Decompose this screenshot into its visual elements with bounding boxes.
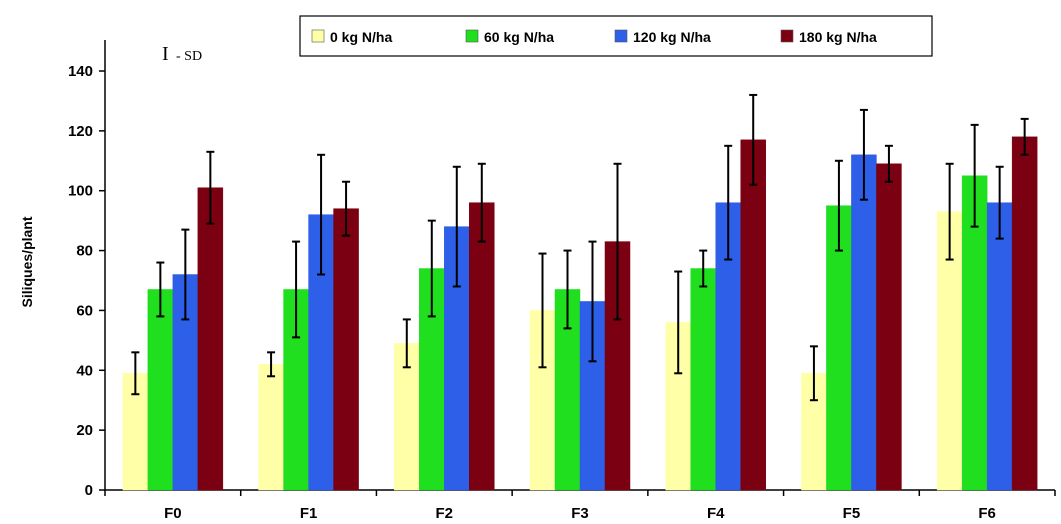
bar xyxy=(690,268,716,491)
y-tick-label: 140 xyxy=(68,63,93,80)
y-tick-label: 40 xyxy=(76,362,93,379)
legend: 0 kg N/ha 60 kg N/ha 120 kg N/ha 180 kg N/h… xyxy=(299,15,933,57)
x-tick-label: F5 xyxy=(843,505,861,522)
x-tick-label: F4 xyxy=(707,505,725,522)
legend-swatch xyxy=(780,29,794,43)
legend-swatch xyxy=(311,29,325,43)
legend-label: 60 kg N/ha xyxy=(484,29,554,45)
legend-label: 0 kg N/ha xyxy=(330,29,392,45)
sd-label: - SD xyxy=(176,49,202,64)
y-tick-label: 20 xyxy=(76,422,93,439)
bar xyxy=(851,154,877,491)
y-tick-label: 60 xyxy=(76,302,93,319)
tick-labels: 0 20 40 60 80 100 120 140 F0 F1 F2 F3 F4 F5 F6 xyxy=(68,63,996,522)
bar xyxy=(469,202,495,491)
bar xyxy=(197,187,224,491)
bar xyxy=(740,139,766,491)
bars xyxy=(122,136,1038,491)
x-tick-label: F3 xyxy=(571,505,589,522)
x-tick-label: F6 xyxy=(978,505,996,522)
bar xyxy=(826,205,852,491)
x-tick-label: F0 xyxy=(164,505,182,522)
y-tick-label: 100 xyxy=(68,183,93,200)
bar xyxy=(876,163,902,491)
x-tick-label: F2 xyxy=(436,505,454,522)
x-tick-label: F1 xyxy=(300,505,318,522)
y-tick-label: 120 xyxy=(68,123,93,140)
y-axis-title: Siliques/plant xyxy=(19,216,35,307)
legend-swatch xyxy=(614,29,628,43)
bar xyxy=(258,364,284,491)
bar xyxy=(147,289,174,491)
legend-swatch xyxy=(465,29,479,43)
bar xyxy=(986,202,1013,491)
sd-annotation: I - SD xyxy=(162,43,202,65)
y-tick-label: 80 xyxy=(76,243,93,260)
legend-label: 180 kg N/ha xyxy=(799,29,877,45)
y-tick-label: 0 xyxy=(85,482,93,499)
bar xyxy=(1011,136,1038,491)
bar xyxy=(333,208,359,491)
bar xyxy=(961,175,988,491)
error-bars xyxy=(131,93,1029,402)
sd-bar-glyph: I xyxy=(162,43,169,65)
legend-label: 120 kg N/ha xyxy=(633,29,711,45)
